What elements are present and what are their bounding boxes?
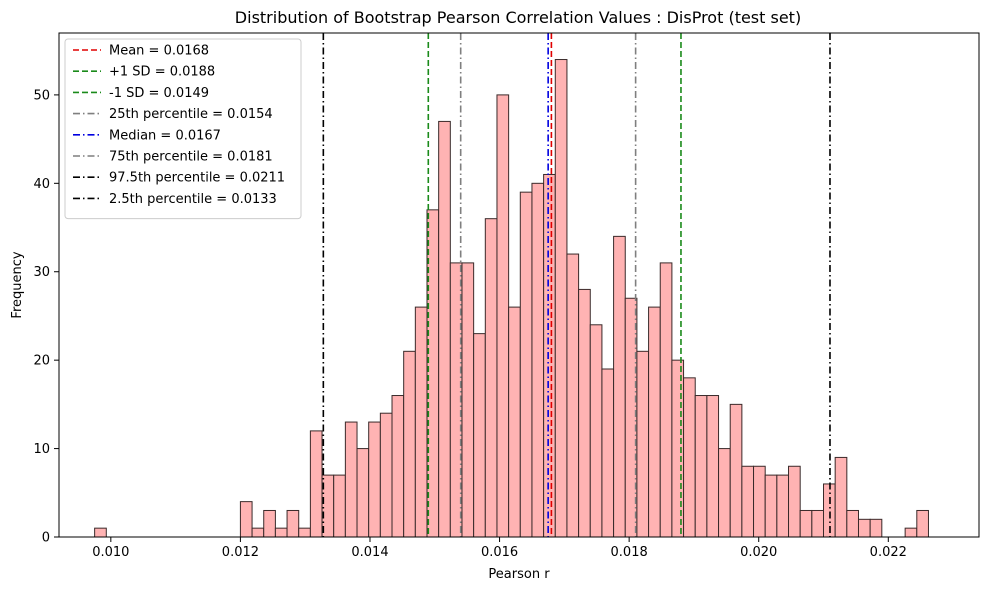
x-tick-label: 0.020	[740, 545, 777, 560]
histogram-bar	[671, 359, 685, 538]
histogram-bar	[344, 421, 358, 538]
histogram-bar	[811, 509, 825, 538]
histogram-bar	[706, 395, 720, 538]
histogram-bar	[601, 368, 615, 538]
histogram-bar	[333, 474, 346, 538]
reference-lines-layer	[322, 33, 831, 537]
histogram-bar	[554, 59, 568, 538]
histogram-bar	[834, 456, 848, 538]
legend-label: Median = 0.0167	[109, 128, 221, 143]
histogram-bar	[309, 430, 323, 538]
histogram-bar	[379, 412, 393, 538]
legend-label: 75th percentile = 0.0181	[109, 150, 273, 165]
histogram-bar	[473, 333, 486, 538]
x-tick-label: 0.012	[222, 545, 259, 560]
x-tick-label: 0.014	[351, 545, 388, 560]
histogram-bar	[519, 191, 533, 538]
chart-title: Distribution of Bootstrap Pearson Correl…	[235, 8, 801, 27]
histogram-bar	[846, 509, 859, 538]
histogram-bar	[857, 518, 871, 538]
histogram-bar	[286, 509, 300, 538]
legend-label: 2.5th percentile = 0.0133	[109, 192, 277, 207]
y-tick-label: 20	[33, 354, 50, 369]
x-axis-ticks: 0.010 0.012 0.014 0.016 0.018 0.020 0.022	[92, 537, 907, 560]
y-axis-title: Frequency	[10, 251, 25, 318]
histogram-bar	[566, 253, 580, 538]
legend-label: -1 SD = 0.0149	[109, 86, 209, 101]
histogram-bar	[438, 120, 451, 538]
histogram-bar	[391, 395, 405, 538]
histogram-bar	[764, 474, 778, 538]
y-tick-label: 40	[33, 177, 50, 192]
plot-frame	[58, 32, 980, 538]
histogram-bar	[753, 465, 766, 538]
y-tick-label: 10	[33, 442, 50, 457]
histogram-bar	[508, 306, 521, 538]
legend-label: Mean = 0.0168	[109, 44, 209, 59]
histogram-bar	[659, 262, 673, 538]
histogram-bar	[94, 527, 107, 538]
histogram-bar	[636, 350, 650, 538]
x-axis-title: Pearson r	[488, 567, 550, 582]
histogram-bar	[368, 421, 381, 538]
x-tick-label: 0.018	[611, 545, 648, 560]
histogram-bar	[904, 527, 918, 538]
legend-box	[64, 38, 302, 220]
histogram-bar	[543, 173, 556, 538]
y-tick-label: 0	[42, 531, 50, 546]
histogram-bar	[776, 474, 790, 538]
histogram-bar	[239, 501, 253, 538]
y-tick-label: 30	[33, 265, 50, 280]
histogram-bar	[484, 218, 498, 538]
histogram-bar	[799, 509, 813, 538]
histogram-bar	[589, 324, 603, 538]
histogram-bar	[414, 306, 428, 538]
x-tick-label: 0.022	[870, 545, 907, 560]
histogram-bar	[718, 448, 731, 538]
histogram-bar	[729, 403, 743, 538]
histogram-bar	[531, 182, 545, 538]
histogram-bar	[356, 448, 370, 538]
legend: Mean = 0.0168 +1 SD = 0.0188 -1 SD = 0.014…	[64, 38, 302, 220]
histogram-bar	[741, 465, 755, 538]
y-tick-label: 50	[33, 88, 50, 103]
legend-label: 97.5th percentile = 0.0211	[109, 171, 285, 186]
legend-label: +1 SD = 0.0188	[109, 65, 215, 80]
histogram-bar	[613, 235, 626, 538]
histogram-bar	[869, 518, 883, 538]
histogram-bar	[916, 509, 929, 538]
histogram-bar	[683, 377, 696, 538]
histogram-bar	[251, 527, 265, 538]
histogram-bar	[496, 94, 510, 538]
x-tick-label: 0.010	[92, 545, 129, 560]
histogram-bar	[298, 527, 311, 538]
legend-label: 25th percentile = 0.0154	[109, 107, 273, 122]
histogram-bar	[263, 509, 276, 538]
y-axis-ticks: 0 10 20 30 40 50	[33, 88, 59, 546]
histogram-bar	[694, 395, 708, 538]
histogram-bar	[403, 350, 416, 538]
histogram-bar	[788, 465, 801, 538]
histogram-bar	[461, 262, 475, 538]
histogram-bar	[274, 527, 288, 538]
histogram-bar	[578, 288, 591, 538]
histogram-bar	[648, 306, 661, 538]
x-tick-label: 0.016	[481, 545, 518, 560]
